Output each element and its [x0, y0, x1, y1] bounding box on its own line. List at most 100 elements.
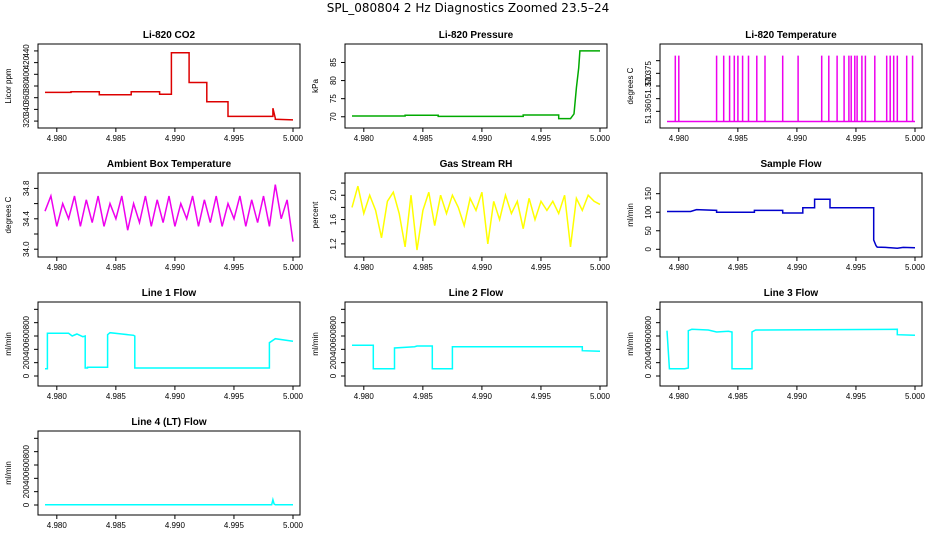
- y-tick-label: 0: [644, 373, 653, 378]
- y-tick-label: 2.0: [329, 189, 338, 201]
- y-tick-label: 0: [644, 247, 653, 252]
- x-tick-label: 4.980: [669, 263, 690, 272]
- x-tick-label: 4.980: [47, 134, 68, 143]
- y-tick-label: 70: [329, 112, 338, 121]
- x-tick-label: 4.980: [354, 134, 375, 143]
- x-tick-label: 5.000: [283, 521, 304, 530]
- y-axis-label: ml/min: [626, 332, 635, 356]
- panel-title: Li-820 CO2: [143, 30, 196, 41]
- y-tick-label: 320: [22, 114, 31, 128]
- x-tick-label: 4.990: [472, 263, 493, 272]
- y-axis-label: degrees C: [4, 196, 13, 233]
- y-tick-label: 34.4: [22, 210, 31, 226]
- x-tick-label: 5.000: [905, 392, 926, 401]
- series-line: [44, 184, 294, 242]
- y-tick-label: 75: [329, 94, 338, 103]
- x-tick-label: 4.985: [106, 263, 127, 272]
- x-tick-label: 4.990: [472, 134, 493, 143]
- x-tick-label: 4.980: [47, 263, 68, 272]
- y-tick-label: 51.360: [644, 99, 653, 124]
- x-tick-label: 4.995: [846, 263, 867, 272]
- x-tick-label: 4.995: [224, 263, 245, 272]
- y-axis-label: ml/min: [311, 332, 320, 356]
- panel-title: Gas Stream RH: [440, 159, 513, 170]
- y-tick-label: 600: [644, 329, 653, 343]
- y-tick-label: 600: [329, 329, 338, 343]
- plot-frame: [344, 43, 608, 129]
- plot-frame: [344, 301, 608, 387]
- panel-title: Line 1 Flow: [142, 288, 197, 299]
- panel-9: Line 3 Flow ml/min 4.980 4.985 4.990 4.995 5.0…: [626, 288, 926, 401]
- x-tick-label: 4.990: [787, 392, 808, 401]
- y-axis-label: degrees C: [626, 67, 635, 104]
- y-tick-label: 200: [644, 355, 653, 369]
- y-tick-label: 800: [329, 315, 338, 329]
- x-tick-label: 4.995: [531, 134, 552, 143]
- y-tick-label: 400: [22, 342, 31, 356]
- y-tick-label: 400: [22, 67, 31, 81]
- x-tick-label: 4.985: [728, 134, 749, 143]
- x-tick-label: 4.990: [165, 392, 186, 401]
- y-tick-label: 420: [22, 55, 31, 69]
- series-line: [352, 344, 601, 370]
- series-line: [351, 185, 601, 251]
- x-tick-label: 4.990: [472, 392, 493, 401]
- plot-frame: [37, 430, 301, 516]
- series-line: [352, 50, 600, 120]
- y-tick-label: 800: [644, 315, 653, 329]
- x-tick-label: 4.980: [354, 392, 375, 401]
- x-tick-label: 4.980: [354, 263, 375, 272]
- panel-title: Li-820 Temperature: [745, 30, 837, 41]
- y-axis-label: Licor ppm: [4, 68, 13, 103]
- x-tick-label: 5.000: [590, 392, 611, 401]
- panel-title: Line 4 (LT) Flow: [131, 417, 207, 428]
- x-tick-label: 4.990: [165, 134, 186, 143]
- panel-10: Line 4 (LT) Flow ml/min 4.980 4.985 4.990 4.9…: [4, 417, 304, 530]
- plot-frame: [659, 301, 923, 387]
- y-tick-label: 400: [329, 342, 338, 356]
- panel-1: Li-820 CO2 Licor ppm 4.980 4.985 4.990 4.995 5…: [4, 30, 304, 143]
- y-tick-label: 200: [22, 355, 31, 369]
- panel-5: Gas Stream RH percent 4.980 4.985 4.990 4.995…: [311, 159, 611, 272]
- panel-title: Li-820 Pressure: [439, 30, 514, 41]
- panel-3: Li-820 Temperature degrees C 4.980 4.985 4.9…: [626, 30, 926, 143]
- y-tick-label: 0: [22, 373, 31, 378]
- x-tick-label: 4.995: [846, 134, 867, 143]
- plot-frame: [659, 43, 923, 129]
- y-tick-label: 600: [22, 329, 31, 343]
- panel-4: Ambient Box Temperature degrees C 4.980 4.9…: [4, 159, 304, 272]
- y-tick-label: 340: [22, 102, 31, 116]
- x-tick-label: 4.985: [106, 521, 127, 530]
- y-tick-label: 0: [22, 502, 31, 507]
- y-tick-label: 1.6: [329, 213, 338, 225]
- y-tick-label: 800: [22, 315, 31, 329]
- panel-title: Sample Flow: [760, 159, 821, 170]
- y-tick-label: 0: [329, 373, 338, 378]
- x-tick-label: 4.980: [47, 392, 68, 401]
- plot-frame: [344, 172, 608, 258]
- panel-2: Li-820 Pressure kPa 4.980 4.985 4.990 4.995 5.…: [311, 30, 611, 143]
- x-tick-label: 4.985: [106, 134, 127, 143]
- x-tick-label: 4.990: [787, 263, 808, 272]
- y-tick-label: 100: [644, 205, 653, 219]
- x-tick-label: 4.985: [106, 392, 127, 401]
- figure-title: SPL_080804 2 Hz Diagnostics Zoomed 23.5–…: [326, 1, 610, 15]
- y-tick-label: 380: [22, 79, 31, 93]
- y-tick-label: 200: [329, 355, 338, 369]
- x-tick-label: 5.000: [283, 392, 304, 401]
- y-tick-label: 85: [329, 57, 338, 66]
- y-axis-label: ml/min: [4, 461, 13, 485]
- panel-8: Line 2 Flow ml/min 4.980 4.985 4.990 4.995 5.0…: [311, 288, 611, 401]
- x-tick-label: 5.000: [905, 263, 926, 272]
- x-tick-label: 4.995: [531, 263, 552, 272]
- series-line: [45, 496, 293, 506]
- y-tick-label: 34.0: [22, 241, 31, 257]
- plot-frame: [37, 172, 301, 258]
- x-tick-label: 4.985: [728, 263, 749, 272]
- y-axis-label: kPa: [311, 79, 320, 93]
- series-line: [667, 198, 916, 249]
- series-line: [45, 331, 294, 370]
- x-tick-label: 4.990: [165, 521, 186, 530]
- y-tick-label: 80: [329, 76, 338, 85]
- x-tick-label: 4.995: [224, 521, 245, 530]
